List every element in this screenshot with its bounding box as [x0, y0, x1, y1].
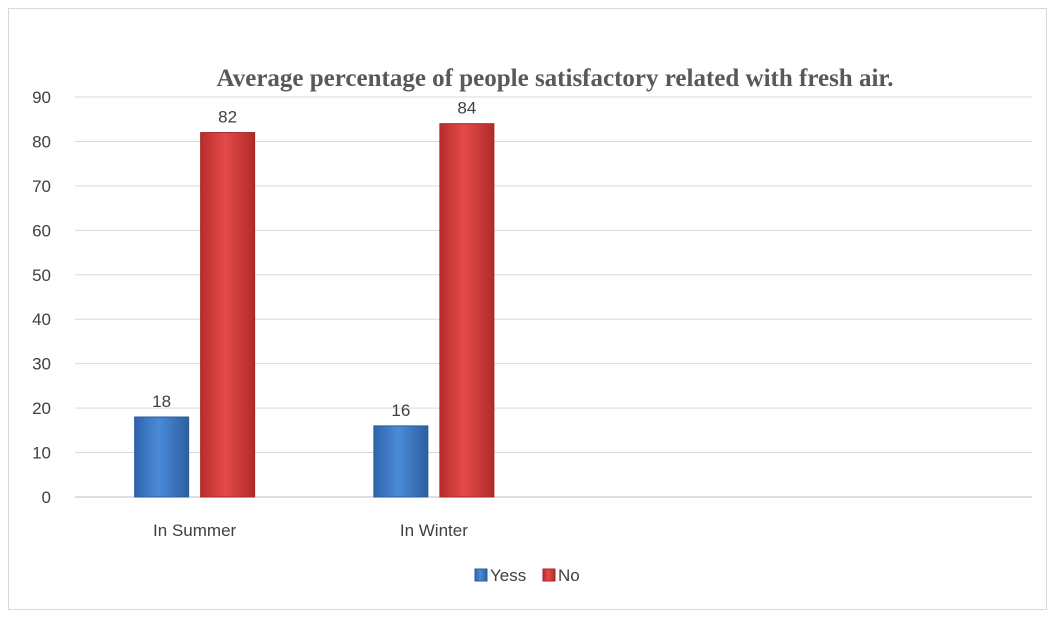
y-tick-label: 70	[32, 177, 51, 196]
legend-label-yess: Yess	[490, 566, 526, 585]
legend-swatch-yess	[474, 568, 488, 582]
chart-frame	[8, 8, 1047, 610]
data-label-no-in-winter: 84	[457, 99, 476, 118]
y-tick-label: 40	[32, 310, 51, 329]
bars	[134, 123, 495, 498]
y-axis-ticks: 0 10 20 30 40 50 60 70 80 90	[32, 88, 51, 507]
chart-title: Average percentage of people satisfactor…	[217, 65, 894, 92]
y-tick-label: 50	[32, 266, 51, 285]
data-labels: 18 82 16 84	[152, 99, 476, 420]
data-label-no-in-summer: 82	[218, 108, 237, 127]
bar-yess-in-summer	[134, 416, 190, 498]
data-label-yess-in-winter: 16	[391, 401, 410, 420]
legend-swatch-no	[542, 568, 556, 582]
bar-no-in-winter	[439, 123, 495, 498]
bar-no-in-summer	[200, 132, 256, 498]
data-label-yess-in-summer: 18	[152, 392, 171, 411]
y-tick-label: 30	[32, 355, 51, 374]
legend-label-no: No	[558, 566, 580, 585]
x-tick-label: In Summer	[153, 521, 236, 540]
y-tick-label: 20	[32, 399, 51, 418]
x-tick-label: In Winter	[400, 521, 468, 540]
x-axis-ticks: In Summer In Winter	[153, 521, 468, 540]
legend: Yess No	[474, 566, 580, 585]
y-tick-label: 60	[32, 221, 51, 240]
y-tick-label: 0	[42, 488, 51, 507]
y-tick-label: 90	[32, 88, 51, 107]
bar-yess-in-winter	[373, 425, 429, 498]
y-tick-label: 10	[32, 444, 51, 463]
y-tick-label: 80	[32, 132, 51, 151]
